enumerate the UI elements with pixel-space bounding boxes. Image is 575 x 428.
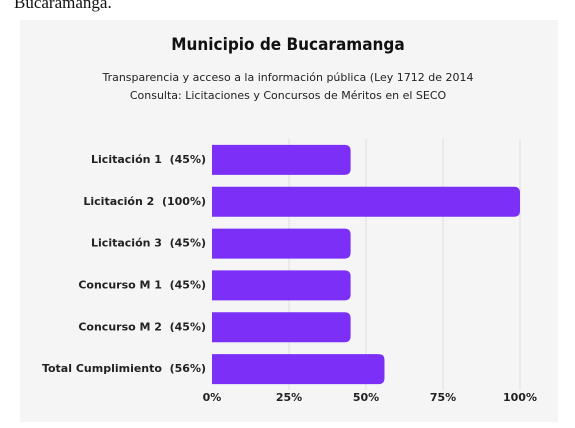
y-tick-label: Total Cumplimiento (56%) xyxy=(42,362,206,375)
x-tick-label: 75% xyxy=(430,391,456,404)
y-tick-label: Concurso M 2 (45%) xyxy=(78,320,206,333)
bar xyxy=(212,144,351,175)
bar xyxy=(212,312,351,343)
cut-off-text: Bucaramanga. xyxy=(14,0,112,12)
x-tick-label: 100% xyxy=(503,391,537,404)
bar xyxy=(212,270,351,301)
x-tick-label: 25% xyxy=(276,391,302,404)
y-tick-label: Concurso M 1 (45%) xyxy=(78,278,206,291)
y-tick-label: Licitación 1 (45%) xyxy=(91,153,206,166)
bar xyxy=(212,354,385,385)
chart-title: Municipio de Bucaramanga xyxy=(171,35,404,55)
bar xyxy=(212,186,520,217)
x-tick-label: 50% xyxy=(353,391,379,404)
bar xyxy=(212,228,351,259)
y-tick-label: Licitación 3 (45%) xyxy=(91,237,206,250)
x-tick-label: 0% xyxy=(203,391,222,404)
chart-subtitle: Consulta: Licitaciones y Concursos de Mé… xyxy=(130,89,447,102)
chart-subtitle: Transparencia y acceso a la información … xyxy=(101,71,473,84)
y-tick-label: Licitación 2 (100%) xyxy=(83,195,206,208)
